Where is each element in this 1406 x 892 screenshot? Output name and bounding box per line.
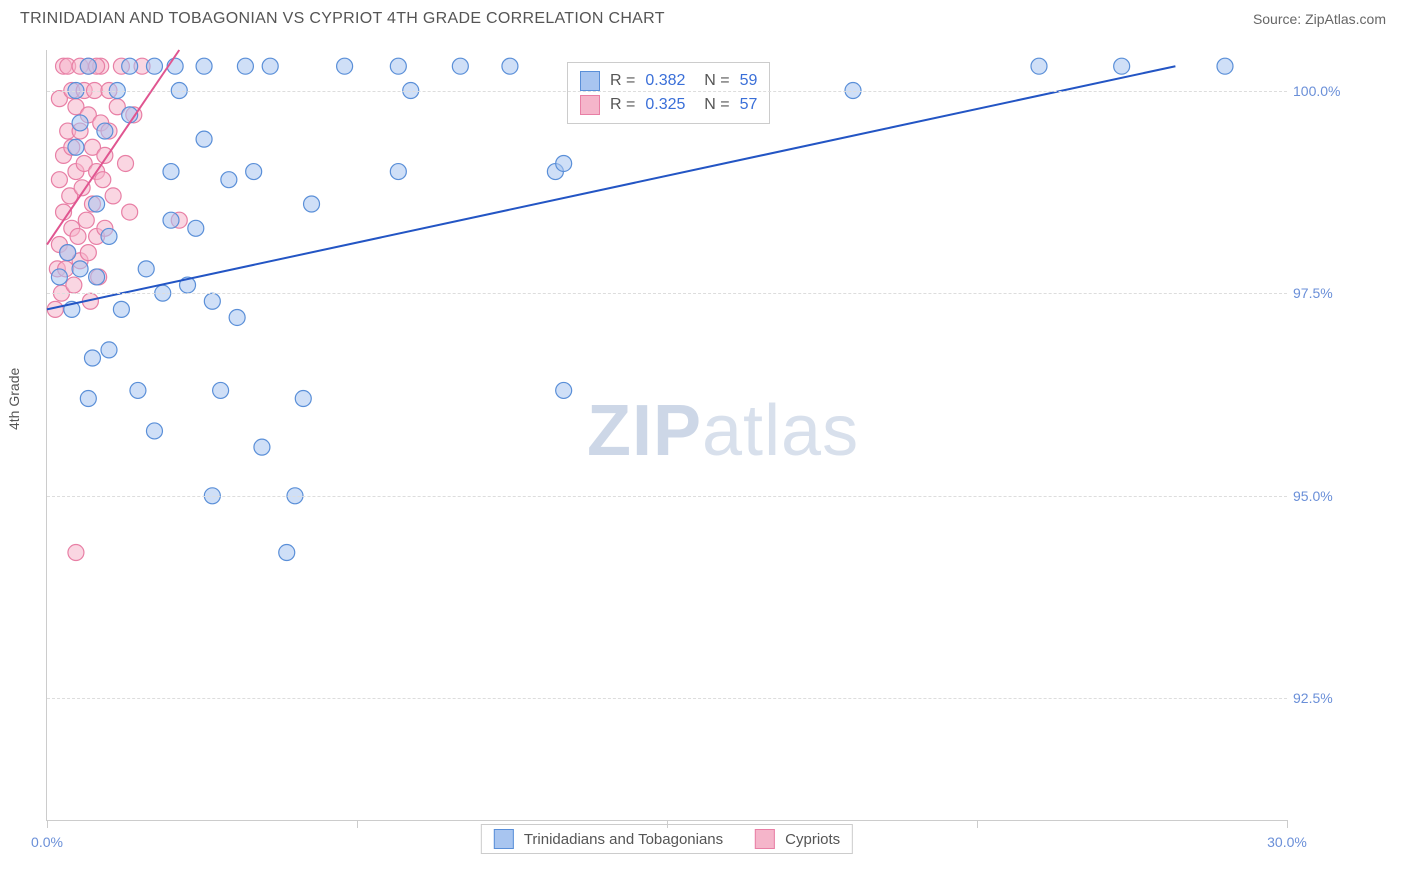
data-point [204, 293, 220, 309]
data-point [196, 131, 212, 147]
data-point [163, 164, 179, 180]
data-point [337, 58, 353, 74]
data-point [221, 172, 237, 188]
data-point [556, 155, 572, 171]
x-tick [1287, 820, 1288, 828]
legend-label-1: Cypriots [785, 831, 840, 848]
data-point [246, 164, 262, 180]
data-point [262, 58, 278, 74]
data-point [138, 261, 154, 277]
data-point [1031, 58, 1047, 74]
data-point [556, 382, 572, 398]
y-axis-label: 4th Grade [6, 368, 22, 430]
data-point [1217, 58, 1233, 74]
data-point [89, 196, 105, 212]
legend-label-0: Trinidadians and Tobagonians [524, 831, 723, 848]
grid-line [47, 293, 1287, 294]
data-point [237, 58, 253, 74]
data-point [390, 58, 406, 74]
y-tick-label: 95.0% [1293, 488, 1373, 504]
bottom-legend: Trinidadians and Tobagonians Cypriots [481, 824, 853, 854]
y-tick-label: 97.5% [1293, 285, 1373, 301]
data-point [146, 58, 162, 74]
y-tick-label: 100.0% [1293, 83, 1373, 99]
data-point [146, 423, 162, 439]
data-point [101, 228, 117, 244]
n-label: N = [695, 72, 729, 90]
x-tick [47, 820, 48, 828]
x-tick [977, 820, 978, 828]
data-point [196, 58, 212, 74]
data-point [304, 196, 320, 212]
x-tick-label: 30.0% [1267, 834, 1307, 850]
data-point [60, 245, 76, 261]
data-point [101, 342, 117, 358]
data-point [80, 391, 96, 407]
x-tick [357, 820, 358, 828]
data-point [122, 204, 138, 220]
r-label: R = [610, 72, 635, 90]
data-point [254, 439, 270, 455]
data-point [84, 350, 100, 366]
swatch-series-0 [580, 71, 600, 91]
stats-box: R = 0.382 N = 59 R = 0.325 N = 57 [567, 62, 770, 124]
data-point [95, 172, 111, 188]
data-point [390, 164, 406, 180]
data-point [213, 382, 229, 398]
data-point [80, 245, 96, 261]
data-point [118, 155, 134, 171]
chart-area: ZIPatlas R = 0.382 N = 59 R = 0.325 N = … [46, 50, 1287, 821]
x-tick-label: 0.0% [31, 834, 63, 850]
data-point [122, 58, 138, 74]
chart-title: TRINIDADIAN AND TOBAGONIAN VS CYPRIOT 4T… [20, 10, 665, 28]
data-point [167, 58, 183, 74]
x-tick [667, 820, 668, 828]
header: TRINIDADIAN AND TOBAGONIAN VS CYPRIOT 4T… [0, 0, 1406, 34]
data-point [97, 123, 113, 139]
stats-row-series-1: R = 0.325 N = 57 [580, 93, 757, 117]
plot-svg [47, 50, 1287, 820]
data-point [68, 545, 84, 561]
data-point [130, 382, 146, 398]
data-point [188, 220, 204, 236]
legend-swatch-0 [494, 829, 514, 849]
data-point [113, 301, 129, 317]
y-tick-label: 92.5% [1293, 690, 1373, 706]
data-point [51, 172, 67, 188]
legend-swatch-1 [755, 829, 775, 849]
grid-line [47, 91, 1287, 92]
r-value-1: 0.325 [645, 96, 685, 114]
grid-line [47, 496, 1287, 497]
data-point [72, 261, 88, 277]
n-value-1: 57 [740, 96, 758, 114]
data-point [66, 277, 82, 293]
data-point [70, 228, 86, 244]
data-point [80, 58, 96, 74]
r-label: R = [610, 96, 635, 114]
data-point [1114, 58, 1130, 74]
data-point [51, 269, 67, 285]
n-label: N = [695, 96, 729, 114]
r-value-0: 0.382 [645, 72, 685, 90]
data-point [452, 58, 468, 74]
data-point [68, 139, 84, 155]
data-point [72, 115, 88, 131]
data-point [295, 391, 311, 407]
data-point [229, 309, 245, 325]
data-point [502, 58, 518, 74]
source-label: Source: ZipAtlas.com [1253, 11, 1386, 27]
data-point [279, 545, 295, 561]
data-point [89, 269, 105, 285]
grid-line [47, 698, 1287, 699]
data-point [78, 212, 94, 228]
data-point [163, 212, 179, 228]
stats-row-series-0: R = 0.382 N = 59 [580, 69, 757, 93]
data-point [105, 188, 121, 204]
n-value-0: 59 [740, 72, 758, 90]
swatch-series-1 [580, 95, 600, 115]
